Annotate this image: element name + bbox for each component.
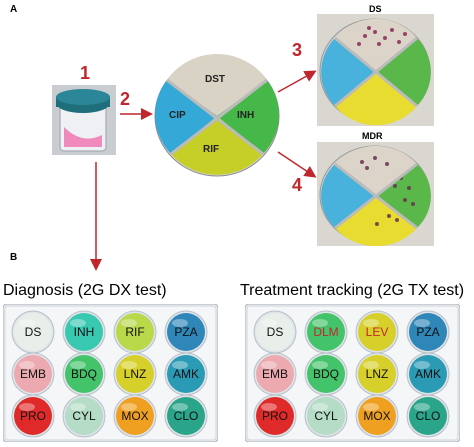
dx-well-fill — [65, 313, 103, 351]
dx-well-label: INH — [74, 325, 95, 339]
dx-well-label: DS — [25, 325, 42, 339]
tx-well-ds: DS — [253, 310, 297, 354]
tx-well-cyl: CYL — [304, 394, 348, 438]
tx-well-label: LNZ — [366, 367, 389, 381]
tx-well-fill — [307, 313, 345, 351]
step-1-label: 1 — [80, 63, 91, 83]
tx-well-mox: MOX — [355, 394, 399, 438]
dx-well-rif: RIF — [113, 310, 157, 354]
tx-well-label: CLO — [416, 409, 441, 423]
arrow-to-mdr-plate — [277, 151, 317, 178]
tx-well-fill — [256, 397, 294, 435]
dx-well-fill — [116, 397, 154, 435]
dx-well-label: EMB — [20, 367, 46, 381]
dx-well-fill — [14, 355, 52, 393]
dx-well-emb: EMB — [11, 352, 55, 396]
dx-well-fill — [65, 397, 103, 435]
tx-well-fill — [307, 397, 345, 435]
dx-well-fill — [14, 313, 52, 351]
treatment-well-plate: DS DLM LEV PZA EMB BDQ LNZ AMK PRO CYL MOX CLO — [244, 303, 461, 443]
tx-well-label: BDQ — [313, 367, 339, 381]
treatment-plate-title: Treatment tracking (2G TX test) — [240, 282, 465, 299]
dx-well-label: CYL — [72, 409, 96, 423]
tx-well-label: MOX — [363, 409, 390, 423]
tx-well-fill — [409, 313, 447, 351]
tx-well-fill — [358, 397, 396, 435]
quadrant-label-inh: INH — [237, 110, 254, 121]
dx-well-pza: PZA — [164, 310, 208, 354]
dx-well-cyl: CYL — [62, 394, 106, 438]
dx-well-label: AMK — [173, 367, 199, 381]
dx-well-fill — [14, 397, 52, 435]
tx-well-lnz: LNZ — [355, 352, 399, 396]
dx-well-label: RIF — [125, 325, 144, 339]
diagnosis-well-plate: DS INH RIF PZA EMB BDQ LNZ AMK PRO CYL MOX CLO — [2, 303, 219, 443]
quadrant-label-cip: CIP — [169, 110, 186, 121]
dx-well-label: LNZ — [124, 367, 147, 381]
tx-well-clo: CLO — [406, 394, 450, 438]
tx-well-emb: EMB — [253, 352, 297, 396]
tx-well-label: DS — [267, 325, 284, 339]
dx-well-inh: INH — [62, 310, 106, 354]
tx-well-label: AMK — [415, 367, 441, 381]
dx-well-fill — [167, 355, 205, 393]
dx-well-pro: PRO — [11, 394, 55, 438]
dx-well-fill — [167, 313, 205, 351]
center-quad-plate: DST INH RIF CIP — [153, 54, 281, 179]
dx-well-fill — [116, 355, 154, 393]
mdr-plate-title: MDR — [362, 131, 383, 141]
ds-plate-title: DS — [369, 4, 382, 14]
ds-plate-photo — [317, 14, 434, 126]
tx-well-label: PRO — [262, 409, 288, 423]
dx-well-amk: AMK — [164, 352, 208, 396]
dx-well-mox: MOX — [113, 394, 157, 438]
dx-well-lnz: LNZ — [113, 352, 157, 396]
dx-well-label: CLO — [174, 409, 199, 423]
panel-label-b: B — [10, 252, 18, 263]
tx-well-label: LEV — [366, 325, 389, 339]
tx-well-label: CYL — [314, 409, 338, 423]
tx-well-bdq: BDQ — [304, 352, 348, 396]
tx-well-fill — [409, 397, 447, 435]
dx-well-label: PZA — [174, 325, 197, 339]
dx-well-clo: CLO — [164, 394, 208, 438]
diagnosis-plate-title: Diagnosis (2G DX test) — [3, 282, 167, 299]
tx-well-label: EMB — [262, 367, 288, 381]
dx-well-fill — [116, 313, 154, 351]
step-2-label: 2 — [120, 89, 131, 109]
tx-well-label: PZA — [416, 325, 439, 339]
mdr-plate-photo — [317, 142, 434, 247]
dx-well-ds: DS — [11, 310, 55, 354]
arrow-to-ds-plate — [277, 70, 317, 93]
tx-well-label: DLM — [313, 325, 338, 339]
dx-well-fill — [167, 397, 205, 435]
step-3-label: 3 — [292, 40, 303, 60]
quadrant-label-rif: RIF — [203, 144, 219, 155]
dx-well-label: PRO — [20, 409, 46, 423]
step-4-label: 4 — [292, 175, 303, 195]
tx-well-fill — [358, 355, 396, 393]
tx-well-fill — [256, 313, 294, 351]
dx-well-bdq: BDQ — [62, 352, 106, 396]
tx-well-fill — [307, 355, 345, 393]
tx-well-fill — [256, 355, 294, 393]
panel-label-a: A — [10, 4, 18, 15]
tx-well-pza: PZA — [406, 310, 450, 354]
specimen-container-photo — [52, 85, 116, 155]
dx-well-label: BDQ — [71, 367, 97, 381]
dx-well-label: MOX — [121, 409, 148, 423]
tx-well-fill — [358, 313, 396, 351]
tx-well-lev: LEV — [355, 310, 399, 354]
quadrant-label-dst: DST — [205, 74, 225, 85]
tx-well-amk: AMK — [406, 352, 450, 396]
dx-well-fill — [65, 355, 103, 393]
tx-well-pro: PRO — [253, 394, 297, 438]
tx-well-dlm: DLM — [304, 310, 348, 354]
tx-well-fill — [409, 355, 447, 393]
